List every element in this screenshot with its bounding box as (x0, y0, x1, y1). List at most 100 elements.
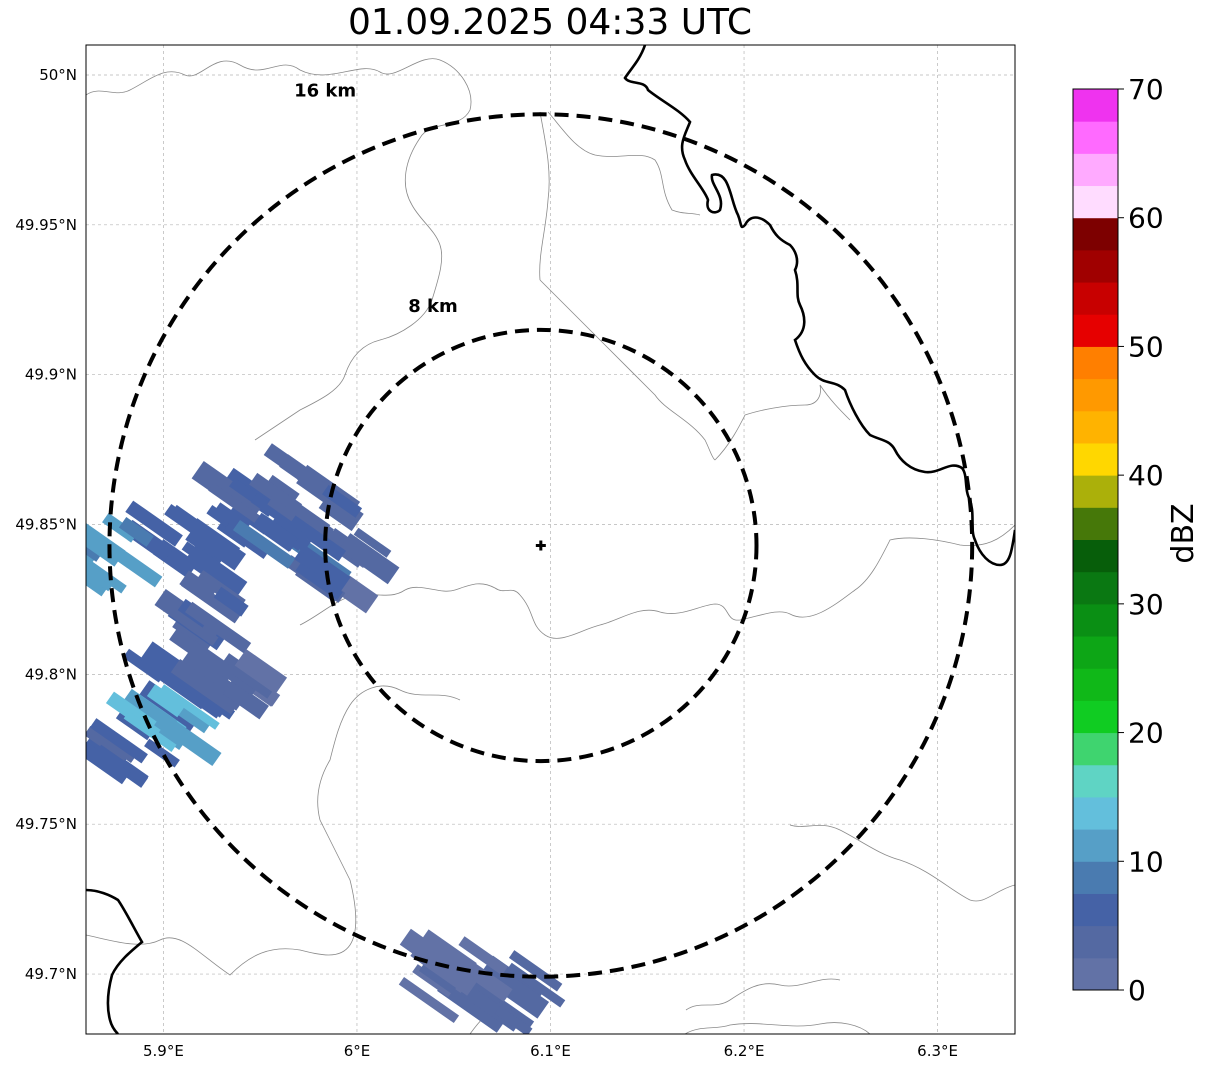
lat-tick-label: 49.75°N (15, 815, 77, 833)
colorbar-frame (1072, 88, 1119, 991)
echo-gate (103, 540, 163, 588)
colorbar-segment (1073, 893, 1118, 927)
range-ring-16km (107, 112, 975, 979)
colorbar-segment (1073, 153, 1118, 187)
lon-tick-label: 6°E (344, 1042, 371, 1060)
colorbar-segment (1073, 796, 1118, 830)
lon-tick-label: 6.3°E (917, 1042, 958, 1060)
echo-gate (318, 490, 364, 532)
echo-gate (154, 712, 222, 767)
lon-tick-label: 6.1°E (530, 1042, 571, 1060)
echo-gate (419, 929, 477, 977)
echo-gate (213, 586, 249, 617)
echo-gate (179, 570, 217, 604)
map-plot-area: 8 km 16 km (85, 44, 1016, 1035)
colorbar-segment (1073, 732, 1118, 766)
echo-gate (178, 684, 222, 719)
echo-gate (86, 725, 130, 763)
colorbar-segment (1073, 442, 1118, 476)
colorbar-segment (1073, 121, 1118, 154)
echo-cell (154, 570, 252, 654)
colorbar-label: dBZ (1166, 503, 1201, 563)
range-rings: 8 km 16 km (107, 80, 975, 979)
echo-gate (222, 680, 269, 720)
colorbar-segment (1073, 539, 1118, 573)
lat-tick-label: 50°N (39, 66, 77, 84)
colorbar-segment (1073, 378, 1118, 412)
echo-gate (184, 601, 252, 654)
lat-tick-label: 49.95°N (15, 216, 77, 234)
colorbar: 0 10 20 30 40 50 60 70 dBZ (1072, 73, 1201, 1007)
echo-gate (146, 684, 186, 718)
echo-gate (89, 718, 148, 764)
echo-gate (123, 711, 177, 753)
echo-gate (89, 744, 127, 779)
echo-gate (191, 460, 265, 521)
colorbar-segment (1073, 249, 1118, 283)
echo-gate (338, 533, 400, 585)
colorbar-segment (1073, 475, 1118, 508)
echo-gate (398, 977, 460, 1024)
echo-gate (220, 653, 277, 699)
echo-gate (508, 950, 563, 992)
admin-boundary-centre (299, 524, 1015, 639)
lon-tick-label: 5.9°E (143, 1042, 184, 1060)
colorbar-tick-label: 60 (1128, 202, 1164, 235)
colorbar-segment (1073, 603, 1118, 637)
colorbar-segment (1073, 957, 1118, 991)
colorbar-tick-label: 20 (1128, 717, 1164, 750)
lat-tick-label: 49.85°N (15, 516, 77, 534)
radar-site-marker (535, 540, 546, 551)
colorbar-segment (1073, 636, 1118, 669)
admin-boundary-north (86, 58, 472, 441)
echo-gate (279, 454, 322, 490)
colorbar-segment (1073, 571, 1118, 605)
colorbar-segment (1073, 507, 1118, 540)
admin-boundary-ridge (539, 111, 701, 281)
national-border-east (623, 45, 1015, 567)
echo-cell (123, 500, 248, 599)
national-border-southwest (86, 888, 144, 1034)
echo-gate (252, 512, 299, 552)
echo-gate (169, 628, 236, 681)
colorbar-tick-label: 40 (1128, 459, 1164, 492)
admin-boundary-east (539, 279, 851, 461)
range-ring-label: 8 km (408, 296, 458, 317)
colorbar-segment (1073, 410, 1118, 444)
echo-gate (353, 527, 392, 558)
echo-gate (183, 545, 248, 599)
echo-gate (486, 966, 550, 1019)
axis-tick-labels: 5.9°E 6°E 6.1°E 6.2°E 6.3°E 50°N 49.95°N 49.9°N… (15, 66, 958, 1060)
colorbar-tick-label: 30 (1128, 588, 1164, 621)
radar-echoes (86, 443, 566, 1034)
echo-gate (144, 738, 180, 768)
colorbar-tick-label: 0 (1128, 974, 1146, 1007)
map-title: 01.09.2025 04:33 UTC (347, 2, 753, 43)
echo-cell (169, 628, 288, 720)
lat-tick-label: 49.7°N (25, 965, 77, 983)
radar-site (535, 540, 546, 551)
colorbar-segment (1073, 829, 1118, 862)
admin-boundaries (86, 58, 1015, 1034)
colorbar-segment (1073, 314, 1118, 347)
echo-gate (208, 482, 273, 532)
colorbar-segment (1073, 700, 1118, 734)
echo-gate (288, 515, 347, 562)
echo-gate (170, 658, 241, 715)
echo-gate (86, 528, 102, 562)
echo-gate (234, 649, 288, 695)
echo-gate (458, 936, 508, 976)
echo-gate (118, 516, 154, 547)
admin-boundary-south (86, 685, 1015, 1034)
colorbar-tick-label: 10 (1128, 845, 1164, 878)
colorbar-segment (1073, 217, 1118, 251)
echo-gate (418, 964, 457, 994)
lat-tick-label: 49.9°N (25, 366, 77, 384)
echo-gate (410, 941, 478, 996)
colorbar-segment (1073, 282, 1118, 315)
national-borders (86, 45, 1015, 1034)
range-ring-8km (323, 327, 759, 764)
echo-gate (506, 962, 566, 1008)
echo-gate (159, 684, 220, 730)
echo-cell (232, 512, 352, 601)
